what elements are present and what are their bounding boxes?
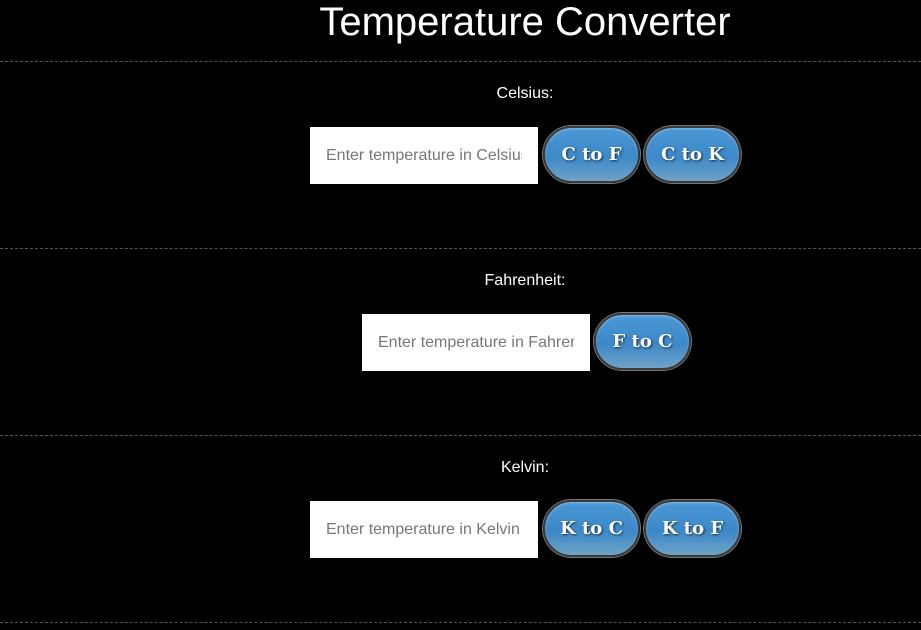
kelvin-label: Kelvin: (500, 459, 550, 476)
fahrenheit-input[interactable] (362, 314, 590, 371)
c-to-k-button[interactable]: C to K (644, 126, 741, 183)
divider (0, 248, 921, 249)
celsius-input[interactable] (310, 127, 538, 184)
fahrenheit-label: Fahrenheit: (484, 272, 566, 289)
page-title: Temperature Converter (319, 0, 731, 44)
c-to-f-button[interactable]: C to F (543, 126, 640, 183)
k-to-c-button[interactable]: K to C (543, 500, 640, 557)
divider (0, 435, 921, 436)
kelvin-input[interactable] (310, 501, 538, 558)
divider (0, 61, 921, 62)
f-to-c-button[interactable]: F to C (594, 313, 691, 370)
celsius-label: Celsius: (496, 85, 554, 102)
divider (0, 622, 921, 623)
k-to-f-button[interactable]: K to F (644, 500, 741, 557)
